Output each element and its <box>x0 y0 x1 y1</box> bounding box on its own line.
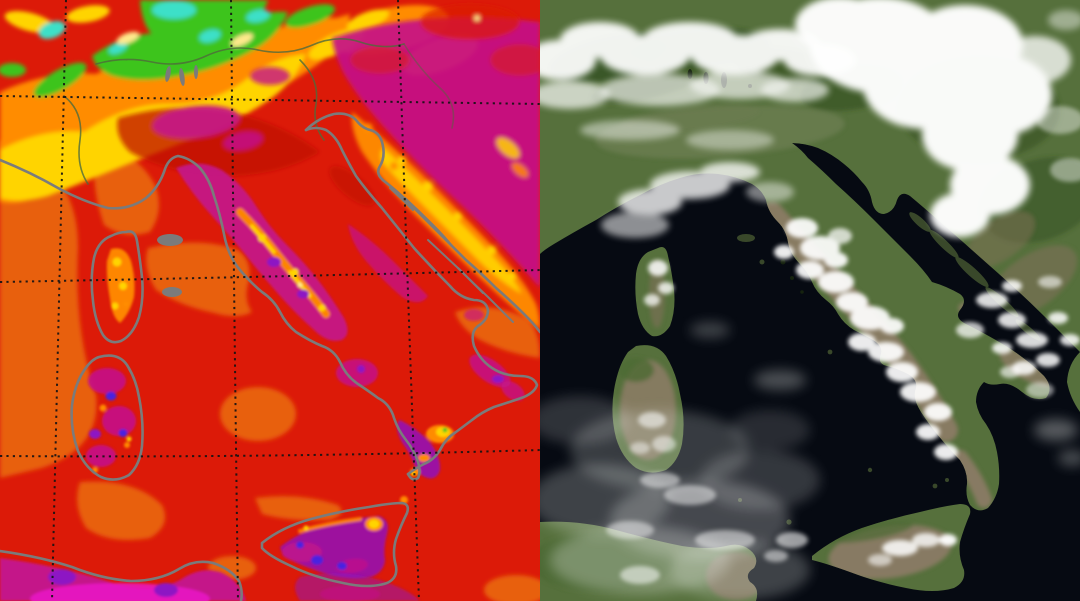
sea-haze-bright-bits <box>606 472 808 584</box>
thermal-coastlines <box>0 112 540 601</box>
thermal-map-panel <box>0 0 540 601</box>
country-borders <box>63 38 455 185</box>
small-islands <box>737 234 949 525</box>
visible-satellite-panel <box>540 0 1080 601</box>
graticule-grid <box>0 0 540 601</box>
po-valley-thermal <box>117 67 375 206</box>
balkans-thermal-field <box>332 4 540 330</box>
sea-haze-clouds <box>540 322 1080 600</box>
alpine-cloud-band <box>540 22 856 150</box>
balkan-scattered-clouds <box>976 106 1080 398</box>
alpine-lakes <box>157 65 198 297</box>
albania-coast <box>1067 352 1080 412</box>
islands-thermal-detail <box>86 248 408 579</box>
northeast-storm-cloud-mass <box>795 0 1080 237</box>
croatian-islands-outlines <box>389 187 514 323</box>
apennine-cumulus-chain <box>774 218 1020 460</box>
liguria-coast-clouds <box>601 162 794 238</box>
africa-thermal-band <box>0 558 420 601</box>
